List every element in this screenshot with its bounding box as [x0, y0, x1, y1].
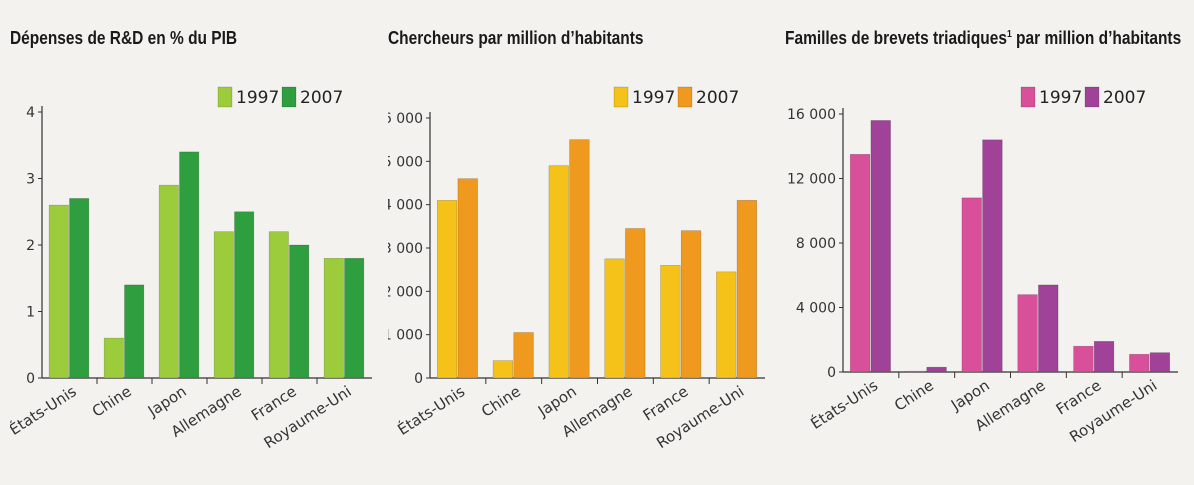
bar — [69, 198, 90, 379]
bar — [1129, 353, 1150, 373]
y-tick-label: 3 — [26, 172, 35, 188]
bar — [716, 271, 737, 379]
y-tick-label: 0 — [26, 371, 35, 387]
bar — [344, 257, 365, 379]
bar — [905, 370, 927, 373]
y-tick-label: 6 000 — [388, 111, 423, 127]
bar — [926, 366, 947, 373]
y-tick-label: 1 — [26, 305, 35, 321]
legend-label: 1997 — [236, 88, 279, 108]
legend-swatch — [677, 86, 693, 108]
bar — [1017, 294, 1038, 373]
legend-label: 1997 — [632, 88, 675, 108]
x-tick-label: Japon — [534, 382, 580, 420]
bar — [1038, 284, 1059, 373]
legend-label: 2007 — [300, 88, 343, 108]
bar — [548, 165, 569, 379]
x-tick-label: Chine — [478, 382, 524, 420]
legend-swatch — [217, 86, 233, 108]
chart-panel-researchers: Chercheurs par million d’habitants 0 1 00… — [388, 0, 773, 485]
legend-swatch — [1084, 86, 1100, 108]
bar — [1093, 341, 1115, 373]
chart-title: Chercheurs par million d’habitants — [388, 28, 644, 48]
y-tick-label: 2 000 — [388, 284, 423, 300]
y-tick-label: 0 — [414, 371, 423, 387]
chart-patents: 0 4 000 8 000 12 000 16 000 États-Unis Chine Ja… — [787, 86, 1178, 446]
legend-label: 2007 — [1103, 88, 1146, 108]
bar — [158, 184, 179, 379]
x-tick-label: États-Unis — [10, 381, 80, 438]
bar — [1073, 345, 1094, 373]
bar — [870, 120, 891, 373]
y-tick-label: 16 000 — [787, 107, 836, 123]
y-tick-label: 12 000 — [787, 172, 836, 188]
chart-title: Familles de brevets triadiques1 par mill… — [785, 28, 1181, 49]
bar — [48, 204, 69, 379]
bar — [660, 265, 681, 379]
bar — [103, 337, 124, 379]
bar — [492, 360, 514, 379]
chart-panel-patents: Familles de brevets triadiques1 par mill… — [785, 0, 1190, 485]
bar — [234, 211, 255, 379]
chart-panel-rd-spending: Dépenses de R&D en % du PIB 0 1 2 3 4 États-U… — [10, 0, 380, 485]
legend-swatch — [1020, 86, 1036, 108]
bar — [849, 154, 871, 373]
bar — [213, 231, 234, 379]
y-tick-label: 1 000 — [388, 328, 423, 344]
y-tick-label: 4 000 — [796, 301, 836, 317]
bar — [569, 139, 590, 379]
bar — [323, 257, 344, 379]
chart-title-footnote: 1 — [1006, 29, 1012, 40]
y-tick-label: 5 000 — [388, 154, 423, 170]
x-tick-label: États-Unis — [807, 375, 881, 432]
y-tick-label: 4 — [26, 105, 35, 121]
bar — [961, 197, 982, 373]
bar — [268, 231, 289, 379]
y-tick-label: 3 000 — [388, 241, 423, 257]
x-tick-label: Chine — [891, 376, 937, 414]
chart-title: Dépenses de R&D en % du PIB — [10, 28, 238, 48]
y-tick-label: 4 000 — [388, 198, 423, 214]
y-tick-label: 0 — [827, 365, 836, 381]
chart-title-suffix: par million d’habitants — [1011, 28, 1182, 48]
x-tick-label: Chine — [89, 382, 135, 420]
bar — [982, 139, 1003, 373]
legend-swatch — [281, 86, 297, 108]
bar — [513, 332, 534, 379]
bar — [1149, 352, 1171, 373]
bar — [625, 228, 646, 379]
y-tick-label: 2 — [26, 238, 35, 254]
bar — [736, 200, 758, 379]
bar — [124, 284, 145, 379]
legend-label: 1997 — [1039, 88, 1082, 108]
bar — [179, 151, 200, 379]
bar — [604, 258, 625, 379]
legend-swatch — [613, 86, 629, 108]
bar — [457, 178, 478, 379]
x-tick-label: États-Unis — [394, 381, 468, 438]
y-tick-label: 8 000 — [796, 236, 836, 252]
x-tick-label: Japon — [947, 376, 993, 414]
bar — [436, 200, 458, 379]
bar — [289, 244, 310, 379]
chart-researchers: 0 1 000 2 000 3 000 4 000 5 000 6 000 États-Uni… — [388, 86, 765, 452]
chart-title-main: Familles de brevets triadiques — [785, 28, 1007, 48]
bar — [680, 230, 702, 379]
legend-label: 2007 — [696, 88, 739, 108]
